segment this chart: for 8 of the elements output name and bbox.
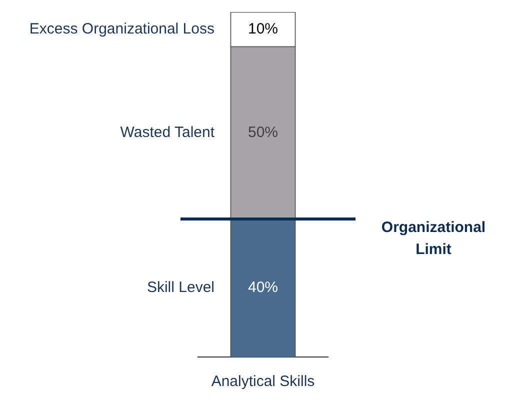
series-label: Skill Level (146, 279, 214, 296)
series-label: Wasted Talent (120, 124, 216, 141)
data-label: 10% (248, 20, 278, 38)
x-tick-label: Analytical Skills (211, 373, 315, 390)
ref-line-label: Organizational Limit (381, 219, 486, 258)
series-label: Excess Organizational Loss (29, 20, 214, 38)
data-label: 40% (248, 279, 278, 296)
data-label: 50% (248, 124, 278, 141)
